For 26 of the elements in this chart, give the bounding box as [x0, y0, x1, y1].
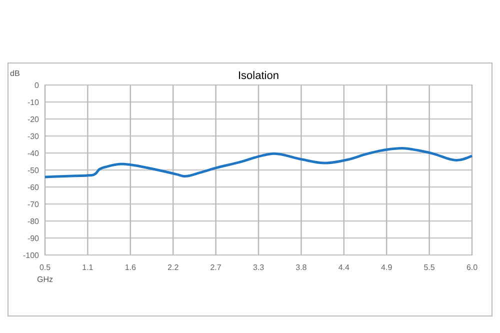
x-tick-label: 4.9 — [381, 263, 393, 272]
x-tick-label: 1.6 — [124, 263, 137, 272]
chart-title: Isolation — [238, 70, 279, 82]
y-axis-title: dB — [10, 69, 20, 78]
x-tick-label: 3.3 — [252, 263, 265, 272]
y-tick-label: -90 — [27, 234, 40, 243]
text: 6.0 — [466, 263, 478, 272]
y-tick-label: -70 — [27, 200, 40, 209]
y-tick-label: -40 — [27, 149, 40, 158]
x-axis-title: GHz — [37, 275, 53, 284]
x-tick-label: 3.8 — [296, 263, 308, 272]
y-tick-label: -10 — [27, 98, 40, 107]
y-tick-label: -20 — [27, 115, 40, 124]
line-series — [44, 146, 474, 178]
y-tick-label: -30 — [27, 132, 40, 141]
y-tick-label: 0 — [34, 81, 40, 90]
y-tick-label: -100 — [22, 251, 40, 260]
x-tick-label: 4.4 — [338, 263, 350, 272]
x-tick-label: 1.1 — [82, 263, 94, 272]
x-tick-label: 2.7 — [210, 263, 222, 272]
y-tick-label: -50 — [27, 166, 40, 175]
x-tick-label: 5.5 — [424, 263, 436, 272]
y-tick-label: -80 — [27, 217, 40, 226]
y-tick-label: -60 — [27, 183, 40, 192]
x-tick-label: 0.5 — [39, 263, 52, 272]
x-tick-label: 2.2 — [168, 263, 180, 272]
